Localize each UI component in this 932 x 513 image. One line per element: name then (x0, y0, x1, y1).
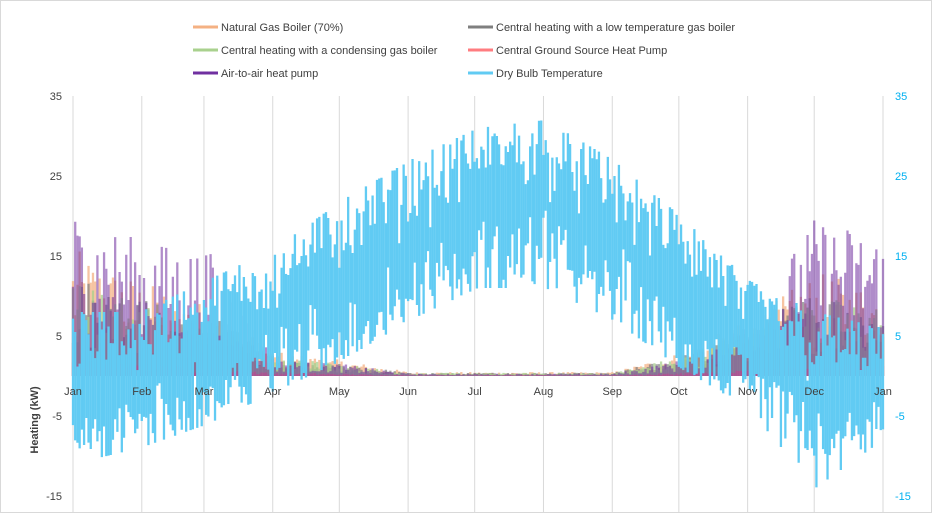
legend-item-central-heating-with-a-condensing-gas-boiler: Central heating with a condensing gas bo… (193, 45, 438, 57)
x-tick-label: Mar (194, 386, 213, 398)
y-left-tick-label: 25 (50, 171, 62, 183)
legend-item-central-heating-with-a-low-temperature-gas-boiler: Central heating with a low temperature g… (468, 22, 735, 34)
legend-label: Central heating with a condensing gas bo… (221, 45, 438, 57)
x-tick-label: Jan (874, 386, 892, 398)
x-tick-label: Apr (264, 386, 281, 398)
x-tick-label: May (329, 386, 350, 398)
x-tick-label: Nov (738, 386, 758, 398)
x-tick-label: Dec (804, 386, 824, 398)
x-tick-label: Feb (132, 386, 151, 398)
y-right-tick-label: 5 (895, 331, 901, 343)
legend-item-air-to-air-heat-pump: Air-to-air heat pump (193, 68, 318, 80)
y-right-tick-label: 35 (895, 91, 907, 103)
y-right-tick-label: -5 (895, 411, 905, 423)
y-right-tick-label: 15 (895, 251, 907, 263)
legend-label: Air-to-air heat pump (221, 68, 318, 80)
y-left-tick-label: 35 (50, 91, 62, 103)
legend-item-dry-bulb-temperature: Dry Bulb Temperature (468, 68, 603, 80)
legend: Natural Gas Boiler (70%) Central heating … (193, 22, 735, 80)
plot-area (71, 120, 885, 488)
axes: 35 25 15 5 -5 -15 35 25 15 5 -5 -15 Jan Feb Mar Apr May J… (46, 91, 911, 503)
y-left-tick-label: 5 (56, 331, 62, 343)
y-right-tick-label: 25 (895, 171, 907, 183)
x-tick-label: Aug (534, 386, 554, 398)
x-tick-label: Jan (64, 386, 82, 398)
y-right-tick-label: -15 (895, 491, 911, 503)
series-dry-bulb-temperature (71, 120, 885, 488)
legend-label: Central heating with a low temperature g… (496, 22, 735, 34)
x-tick-label: Jul (468, 386, 482, 398)
x-tick-label: Jun (399, 386, 417, 398)
legend-label: Central Ground Source Heat Pump (496, 45, 667, 57)
x-tick-label: Sep (602, 386, 622, 398)
y-axis-title: Heating (kW) (29, 386, 41, 454)
y-left-tick-label: -5 (52, 411, 62, 423)
legend-label: Dry Bulb Temperature (496, 68, 603, 80)
y-left-tick-label: -15 (46, 491, 62, 503)
y-left-tick-label: 15 (50, 251, 62, 263)
legend-item-natural-gas-boiler-70: Natural Gas Boiler (70%) (193, 22, 343, 34)
legend-label: Natural Gas Boiler (70%) (221, 22, 343, 34)
legend-item-central-ground-source-heat-pump: Central Ground Source Heat Pump (468, 45, 667, 57)
x-tick-label: Oct (670, 386, 687, 398)
